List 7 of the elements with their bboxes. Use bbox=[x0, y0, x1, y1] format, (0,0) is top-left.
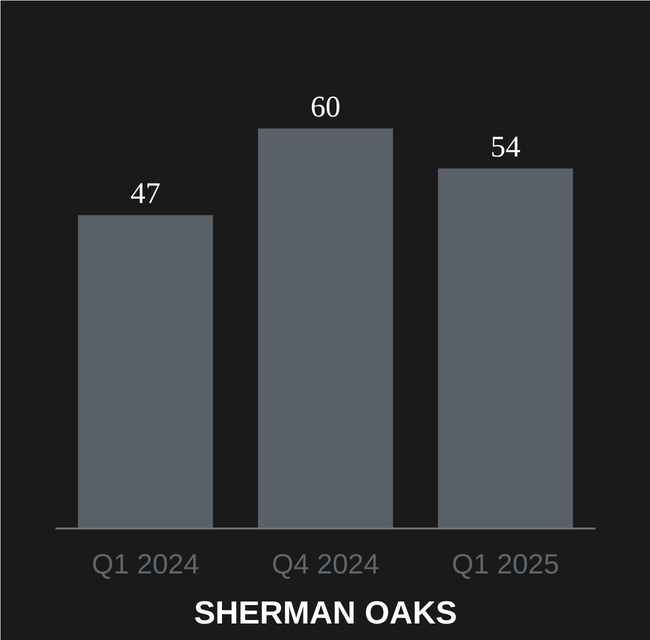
data-label: 47 bbox=[130, 177, 160, 210]
x-tick-label: Q1 2024 bbox=[92, 548, 200, 580]
x-tick-label: Q1 2025 bbox=[452, 548, 560, 580]
text: SHERMAN OAKS bbox=[194, 594, 458, 630]
data-label: 60 bbox=[310, 90, 340, 124]
data-label: 54 bbox=[490, 130, 520, 164]
x-tick-label: Q4 2024 bbox=[272, 548, 380, 580]
